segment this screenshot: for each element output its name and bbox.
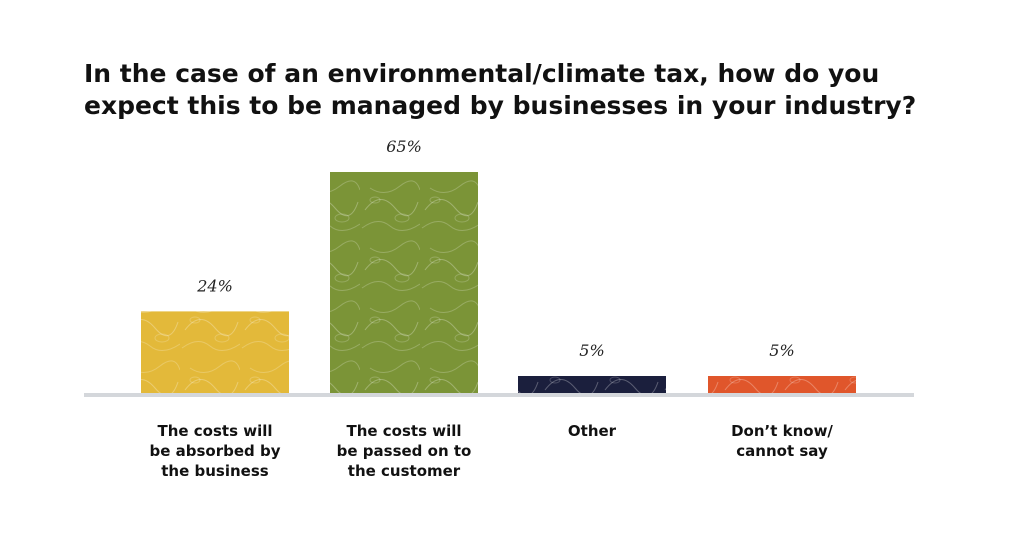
- value-label-4: 5%: [769, 341, 794, 360]
- category-label-line: The costs will: [346, 422, 461, 440]
- value-label-3: 5%: [579, 341, 604, 360]
- bar-texture-2: [330, 172, 478, 393]
- bar-texture-1: [141, 311, 289, 393]
- category-label-line: be absorbed by: [149, 442, 280, 460]
- category-label-line: Other: [568, 422, 617, 440]
- category-label-line: the business: [161, 462, 269, 480]
- category-label-4: Don’t know/cannot say: [731, 422, 833, 460]
- x-axis-baseline: [84, 393, 914, 397]
- category-label-line: cannot say: [736, 442, 828, 460]
- category-label-3: Other: [568, 422, 617, 440]
- category-label-line: The costs will: [157, 422, 272, 440]
- category-label-line: be passed on to: [337, 442, 472, 460]
- category-label-line: the customer: [348, 462, 461, 480]
- value-label-1: 24%: [196, 276, 233, 295]
- bar-texture-4: [708, 376, 856, 393]
- category-label-1: The costs will be absorbed by the business: [149, 422, 280, 480]
- value-label-2: 65%: [386, 137, 422, 156]
- chart-title: In the case of an environmental/climate …: [84, 59, 917, 120]
- bar-texture-3: [518, 376, 666, 393]
- category-label-2: The costs will be passed on to the custome…: [337, 422, 472, 480]
- category-label-line: Don’t know/: [731, 422, 833, 440]
